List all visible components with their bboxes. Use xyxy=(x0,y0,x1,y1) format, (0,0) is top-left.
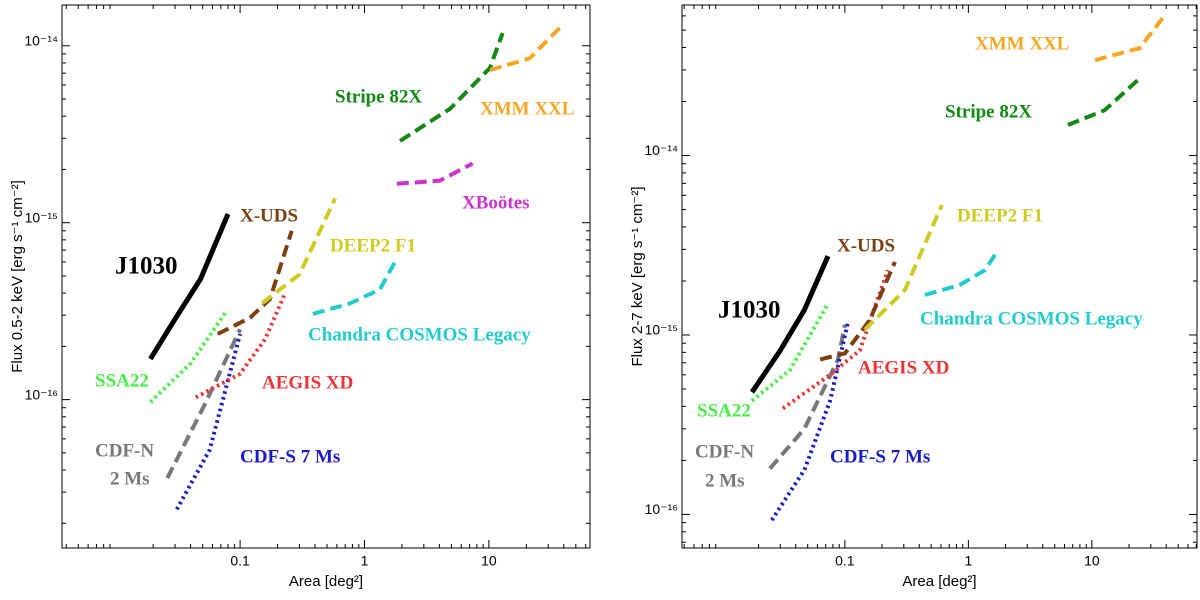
curve xyxy=(194,292,287,400)
plot-frame xyxy=(681,4,1198,549)
curve xyxy=(489,26,562,72)
y-tick-label: 10⁻¹⁴ xyxy=(644,142,678,158)
series-label: DEEP2 F1 xyxy=(330,235,416,256)
y-axis-label: Flux 2-7 keV [erg s⁻¹ cm⁻²] xyxy=(629,186,646,366)
curve xyxy=(863,204,944,332)
curve xyxy=(165,328,242,480)
curve xyxy=(398,32,505,143)
series-label: AEGIS XD xyxy=(262,372,353,393)
y-tick-label: 10⁻¹⁶ xyxy=(645,501,678,517)
x-tick-label: 10 xyxy=(1084,553,1100,569)
series-label: SSA22 xyxy=(95,370,149,391)
x-tick-label: 0.1 xyxy=(835,553,855,569)
series-label: X-UDS xyxy=(240,205,298,226)
curve xyxy=(396,161,474,186)
curve xyxy=(749,255,831,394)
series-label: XMM XXL xyxy=(480,98,574,119)
series-label: 2 Ms xyxy=(110,468,150,489)
series-label: SSA22 xyxy=(697,400,751,421)
series-label: AEGIS XD xyxy=(858,357,949,378)
curve xyxy=(148,213,231,361)
x-tick-label: 1 xyxy=(964,553,972,569)
series-label: X-UDS xyxy=(837,235,895,256)
series-label: XBoötes xyxy=(462,192,530,213)
series-label: J1030 xyxy=(718,297,781,324)
curve xyxy=(312,260,397,316)
curve xyxy=(1067,78,1140,127)
curve xyxy=(175,333,243,511)
series-label: Stripe 82X xyxy=(945,101,1032,122)
x-axis-label: Area [deg²] xyxy=(902,573,976,590)
x-tick-label: 1 xyxy=(361,553,369,569)
curve xyxy=(750,304,829,403)
curve xyxy=(819,261,897,362)
curve xyxy=(770,321,850,522)
y-tick-label: 10⁻¹⁵ xyxy=(645,322,678,338)
series-label: CDF-S 7 Ms xyxy=(830,446,930,467)
curve xyxy=(781,269,890,411)
series-label: Chandra COSMOS Legacy xyxy=(920,308,1143,329)
curve xyxy=(924,250,999,297)
curve xyxy=(216,230,294,336)
x-axis-label: Area [deg²] xyxy=(289,573,363,590)
curve xyxy=(149,311,227,404)
series-label: CDF-S 7 Ms xyxy=(240,446,340,467)
y-axis-label: Flux 0.5-2 keV [erg s⁻¹ cm⁻²] xyxy=(9,180,26,373)
y-tick-label: 10⁻¹⁶ xyxy=(25,386,58,402)
x-tick-label: 0.1 xyxy=(230,553,250,569)
series-label: XMM XXL xyxy=(975,33,1069,54)
series-label: J1030 xyxy=(115,253,178,280)
series-label: Stripe 82X xyxy=(335,86,422,107)
series-label: Chandra COSMOS Legacy xyxy=(308,324,531,345)
curve xyxy=(260,197,337,305)
series-label: CDF-N xyxy=(95,440,154,461)
series-label: CDF-N xyxy=(695,441,754,462)
series-label: DEEP2 F1 xyxy=(957,205,1043,226)
y-tick-label: 10⁻¹⁵ xyxy=(25,209,58,225)
y-tick-label: 10⁻¹⁴ xyxy=(24,32,58,48)
plot-frame xyxy=(61,4,591,549)
x-tick-label: 10 xyxy=(481,553,497,569)
curve xyxy=(1094,13,1167,63)
series-label: 2 Ms xyxy=(705,470,745,491)
